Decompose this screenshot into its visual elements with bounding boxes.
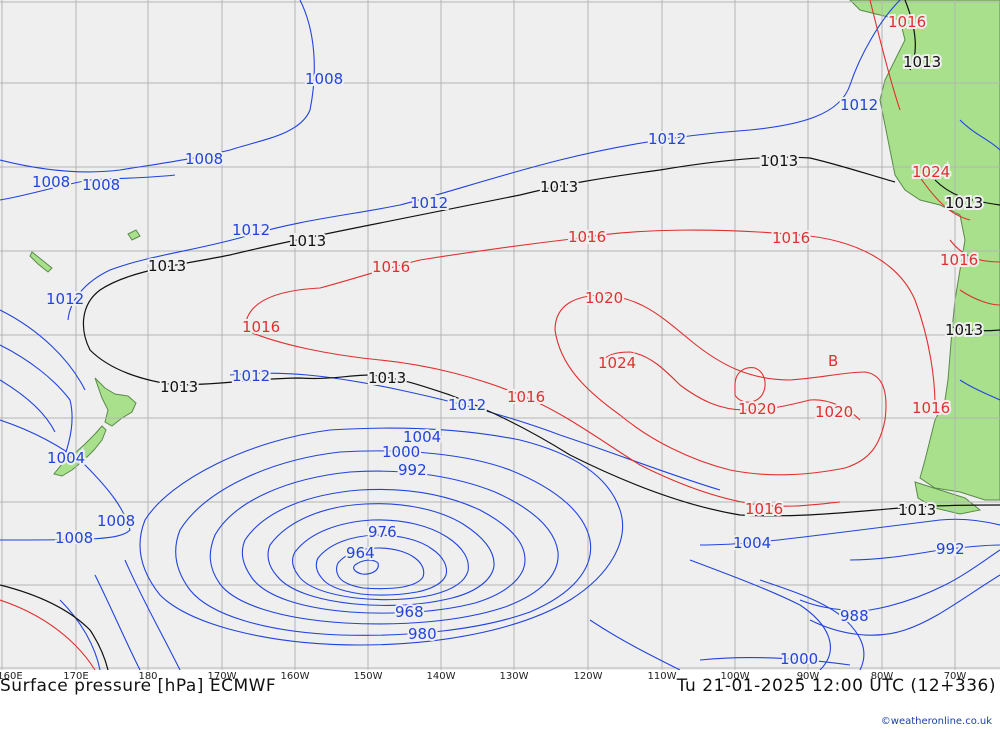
longitude-label: 70W xyxy=(943,671,967,682)
longitude-label: 160W xyxy=(280,671,310,682)
tierra-del-fuego xyxy=(914,481,982,515)
isobar-label-1016: 1016 xyxy=(372,258,410,276)
isobar-label-1004: 1004 xyxy=(47,449,85,467)
isobar-label-1020: 1020 xyxy=(585,289,623,307)
isobar-label-1013: 1013 xyxy=(945,194,983,212)
isobar-label-992: 992 xyxy=(398,461,427,479)
isobar-label-1004: 1004 xyxy=(403,428,441,446)
isobar-label-1013: 1013 xyxy=(903,53,941,71)
isobar-label-1016: 1016 xyxy=(772,229,810,247)
isobar-label-1016: 1016 xyxy=(940,251,978,269)
isobar-label-1013: 1013 xyxy=(160,378,198,396)
isobar-label-1008: 1008 xyxy=(82,176,120,194)
standard-isobars xyxy=(0,0,1000,670)
isobar-label-1008: 1008 xyxy=(185,150,223,168)
new-zealand-north-island xyxy=(94,377,137,427)
isobar-label-1024: 1024 xyxy=(912,163,950,181)
isobar-label-992: 992 xyxy=(936,540,965,558)
longitude-label: 140W xyxy=(426,671,456,682)
south-america-landmass xyxy=(849,0,1000,501)
isobar-label-1012: 1012 xyxy=(648,130,686,148)
isobar-label-1016: 1016 xyxy=(912,399,950,417)
longitude-label: 110W xyxy=(647,671,677,682)
longitude-label: 100W xyxy=(720,671,750,682)
isobar-label-980: 980 xyxy=(408,625,437,643)
longitude-label: 170E xyxy=(63,671,89,682)
isobar-label-1012: 1012 xyxy=(46,290,84,308)
isobar-label-1000: 1000 xyxy=(780,650,818,668)
isobar-label-1016: 1016 xyxy=(888,13,926,31)
longitude-label: 180 xyxy=(138,671,158,682)
isobar-label-1013: 1013 xyxy=(898,501,936,519)
isobar-label-1008: 1008 xyxy=(32,173,70,191)
isobar-label-1013: 1013 xyxy=(945,321,983,339)
longitude-label: 80W xyxy=(870,671,894,682)
isobar-label-1013: 1013 xyxy=(288,232,326,250)
isobar-label-1013: 1013 xyxy=(368,369,406,387)
high-pressure-isobars xyxy=(0,0,1000,670)
isobar-label-1016: 1016 xyxy=(568,228,606,246)
new-zealand-south-island xyxy=(53,425,107,477)
high-pressure-marker: B xyxy=(828,352,838,370)
isobar-label-1008: 1008 xyxy=(97,512,135,530)
isobar-label-1012: 1012 xyxy=(448,396,486,414)
isobar-label-988: 988 xyxy=(840,607,869,625)
isobar-label-1016: 1016 xyxy=(507,388,545,406)
isobar-label-1012: 1012 xyxy=(232,221,270,239)
valid-time: Tu 21-01-2025 12:00 UTC (12+336) xyxy=(676,676,996,696)
isobar-label-1013: 1013 xyxy=(540,178,578,196)
isobar-label-968: 968 xyxy=(395,603,424,621)
longitude-label: 160E xyxy=(0,671,23,682)
chart-title: Surface pressure [hPa] ECMWF xyxy=(0,676,277,696)
longitude-label: 130W xyxy=(499,671,529,682)
credit-link[interactable]: ©weatheronline.co.uk xyxy=(880,716,992,727)
longitude-label: 120W xyxy=(573,671,603,682)
isobar-label-1008: 1008 xyxy=(55,529,93,547)
isobar-label-1024: 1024 xyxy=(598,354,636,372)
longitude-label: 90W xyxy=(796,671,820,682)
isobar-label-1004: 1004 xyxy=(733,534,771,552)
isobar-label-964: 964 xyxy=(346,544,375,562)
longitude-label: 150W xyxy=(353,671,383,682)
island-fiji xyxy=(127,229,141,241)
isobar-label-1016: 1016 xyxy=(745,500,783,518)
isobar-label-1012: 1012 xyxy=(410,194,448,212)
isobar-label-1016: 1016 xyxy=(242,318,280,336)
isobar-label-1012: 1012 xyxy=(232,367,270,385)
lat-lon-grid xyxy=(0,0,1000,670)
low-pressure-isobars xyxy=(0,0,1000,670)
isobar-label-1008: 1008 xyxy=(305,70,343,88)
isobar-label-976: 976 xyxy=(368,523,397,541)
isobar-label-1020: 1020 xyxy=(738,400,776,418)
island-new-caledonia xyxy=(29,251,53,273)
title-bar: Surface pressure [hPa] ECMWF Tu 21-01-20… xyxy=(0,676,1000,702)
weather-map: 1016 1013 1012 1008 1013 1008 1008 1012 1008 1013… xyxy=(0,0,1000,670)
longitude-label: 170W xyxy=(207,671,237,682)
isobar-label-1013: 1013 xyxy=(148,257,186,275)
isobar-label-1012: 1012 xyxy=(840,96,878,114)
isobar-label-1020: 1020 xyxy=(815,403,853,421)
isobar-label-1013: 1013 xyxy=(760,152,798,170)
isobar-label-1000: 1000 xyxy=(382,443,420,461)
